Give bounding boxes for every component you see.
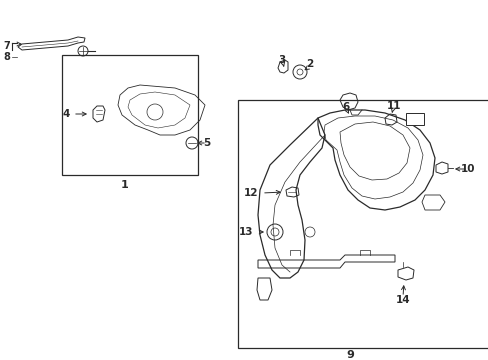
Text: 6: 6 [342,102,349,112]
Text: 9: 9 [346,350,353,360]
Text: 3: 3 [278,55,285,65]
Text: 5: 5 [203,138,209,148]
Bar [405,113,423,125]
Text: 1: 1 [121,180,129,190]
Bar [62,55,198,175]
Text: 7: 7 [3,41,10,51]
Text: 12: 12 [243,188,258,198]
Text: 11: 11 [386,101,401,111]
Text: 2: 2 [306,59,313,69]
Text: 8: 8 [3,52,10,62]
Text: 4: 4 [62,109,70,119]
Bar [238,100,488,348]
Text: 10: 10 [460,164,474,174]
Text: 13: 13 [238,227,252,237]
Text: 14: 14 [395,295,409,305]
